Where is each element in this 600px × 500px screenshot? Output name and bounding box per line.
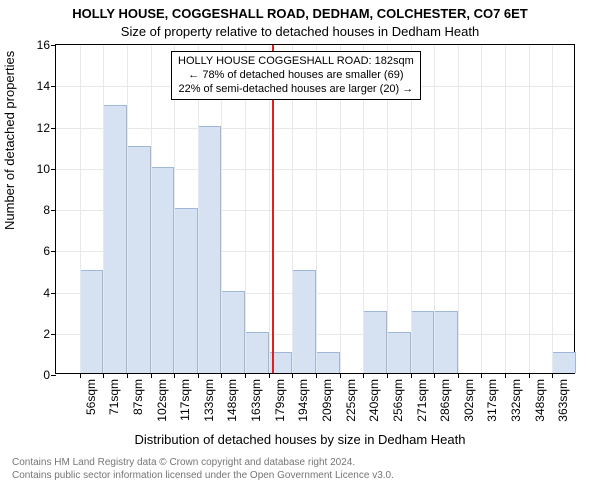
xtick-label: 194sqm [296,379,310,422]
annotation-box: HOLLY HOUSE COGGESHALL ROAD: 182sqm← 78%… [171,51,421,100]
xtick-label: 133sqm [202,379,216,422]
gridline-vertical [552,45,553,373]
histogram-bar [434,311,458,373]
ytick-mark [51,334,56,335]
histogram-bar [174,208,198,373]
ytick-mark [51,251,56,252]
xtick-mark [127,373,128,378]
xtick-label: 302sqm [462,379,476,422]
xtick-mark [174,373,175,378]
xtick-mark [80,373,81,378]
xtick-label: 87sqm [131,379,145,415]
gridline-vertical [481,45,482,373]
xtick-mark [434,373,435,378]
xtick-mark [221,373,222,378]
ytick-mark [51,293,56,294]
histogram-bar [363,311,387,373]
ytick-label: 16 [37,38,50,52]
x-axis-label: Distribution of detached houses by size … [0,432,600,447]
xtick-label: 102sqm [155,379,169,422]
annotation-line: ← 78% of detached houses are smaller (69… [178,69,414,83]
plot-area: 024681012141656sqm71sqm87sqm102sqm117sqm… [55,44,575,374]
xtick-label: 71sqm [107,379,121,415]
ytick-label: 10 [37,162,50,176]
chart-subtitle: Size of property relative to detached ho… [0,24,600,39]
ytick-mark [51,210,56,211]
xtick-label: 209sqm [320,379,334,422]
xtick-label: 348sqm [533,379,547,422]
xtick-label: 225sqm [344,379,358,422]
ytick-label: 14 [37,79,50,93]
histogram-chart: HOLLY HOUSE, COGGESHALL ROAD, DEDHAM, CO… [0,0,600,500]
histogram-bar [387,332,411,373]
xtick-mark [103,373,104,378]
ytick-label: 4 [43,286,50,300]
xtick-mark [363,373,364,378]
ytick-label: 6 [43,244,50,258]
xtick-mark [552,373,553,378]
gridline-vertical [458,45,459,373]
attribution-text: Contains HM Land Registry data © Crown c… [12,456,394,482]
histogram-bar [198,126,222,374]
xtick-label: 332sqm [509,379,523,422]
xtick-mark [245,373,246,378]
gridline-vertical [127,45,128,373]
xtick-mark [387,373,388,378]
ytick-label: 8 [43,203,50,217]
xtick-mark [269,373,270,378]
xtick-mark [316,373,317,378]
xtick-mark [458,373,459,378]
ytick-label: 2 [43,327,50,341]
xtick-mark [198,373,199,378]
xtick-mark [411,373,412,378]
gridline-vertical [151,45,152,373]
xtick-label: 286sqm [438,379,452,422]
histogram-bar [103,105,127,373]
xtick-mark [529,373,530,378]
xtick-label: 271sqm [415,379,429,422]
xtick-label: 56sqm [84,379,98,415]
histogram-bar [316,352,340,373]
ytick-mark [51,375,56,376]
histogram-bar [127,146,151,373]
gridline-horizontal [56,128,574,129]
xtick-mark [151,373,152,378]
annotation-line: 22% of semi-detached houses are larger (… [178,83,414,97]
histogram-bar [151,167,175,373]
xtick-mark [292,373,293,378]
annotation-line: HOLLY HOUSE COGGESHALL ROAD: 182sqm [178,55,414,69]
gridline-vertical [103,45,104,373]
xtick-mark [340,373,341,378]
xtick-label: 179sqm [273,379,287,422]
xtick-label: 117sqm [178,379,192,421]
xtick-label: 256sqm [391,379,405,422]
xtick-mark [481,373,482,378]
histogram-bar [411,311,435,373]
xtick-label: 317sqm [485,379,499,422]
ytick-label: 0 [43,368,50,382]
histogram-bar [292,270,316,373]
ytick-mark [51,169,56,170]
xtick-label: 240sqm [367,379,381,422]
ytick-mark [51,86,56,87]
gridline-vertical [80,45,81,373]
ytick-mark [51,45,56,46]
gridline-vertical [505,45,506,373]
xtick-label: 163sqm [249,379,263,422]
gridline-vertical [434,45,435,373]
chart-title: HOLLY HOUSE, COGGESHALL ROAD, DEDHAM, CO… [0,6,600,21]
ytick-mark [51,128,56,129]
histogram-bar [245,332,269,373]
attribution-line: Contains HM Land Registry data © Crown c… [12,456,394,469]
histogram-bar [80,270,104,373]
attribution-line: Contains public sector information licen… [12,469,394,482]
xtick-mark [505,373,506,378]
xtick-label: 148sqm [225,379,239,422]
ytick-label: 12 [37,121,50,135]
y-axis-label: Number of detached properties [2,51,17,230]
gridline-vertical [529,45,530,373]
xtick-label: 363sqm [556,379,570,422]
histogram-bar [221,291,245,374]
histogram-bar [552,352,576,373]
